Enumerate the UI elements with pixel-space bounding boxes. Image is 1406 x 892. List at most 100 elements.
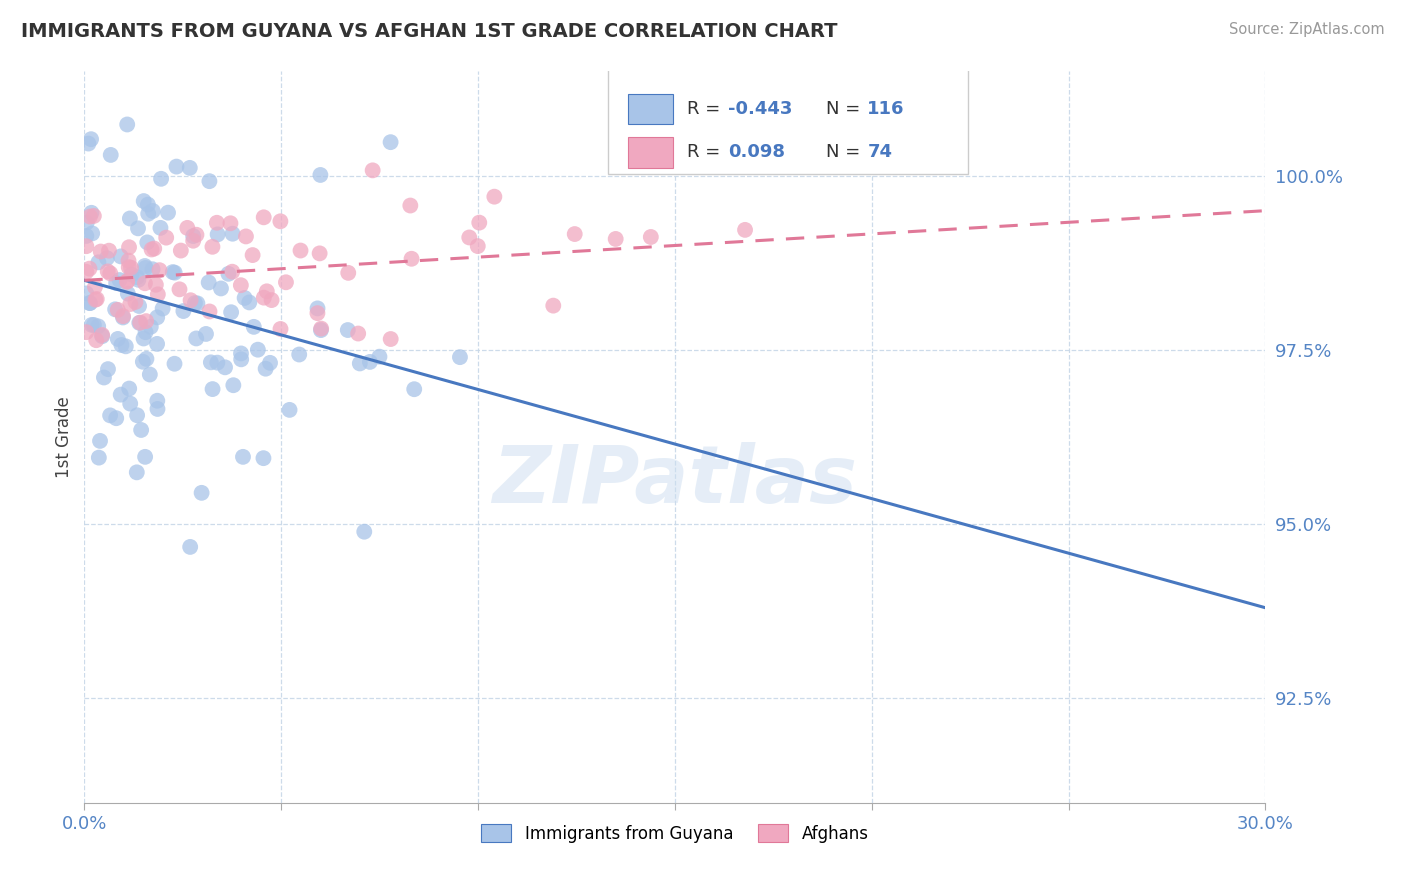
Point xyxy=(307,306,329,320)
Point xyxy=(605,232,627,246)
Point xyxy=(217,267,239,281)
Point xyxy=(399,198,422,212)
Point xyxy=(127,270,149,285)
Point xyxy=(135,314,157,328)
Point xyxy=(179,540,201,554)
Point xyxy=(169,282,191,296)
Point xyxy=(136,235,159,250)
Point xyxy=(129,423,152,437)
Point xyxy=(110,338,132,352)
Point xyxy=(86,292,108,306)
Point xyxy=(135,260,157,275)
Point xyxy=(118,260,141,275)
Point xyxy=(134,450,156,464)
Point xyxy=(449,350,471,364)
Point xyxy=(136,197,159,211)
Point xyxy=(84,293,107,307)
Point xyxy=(229,278,252,293)
Point xyxy=(155,230,177,244)
Point xyxy=(75,325,97,339)
Point xyxy=(124,295,146,310)
Point xyxy=(162,265,184,279)
Point xyxy=(108,273,131,287)
Point xyxy=(231,352,253,367)
Point xyxy=(180,293,202,308)
Text: 116: 116 xyxy=(868,100,905,118)
Point xyxy=(157,205,180,219)
Point xyxy=(288,347,311,361)
Point xyxy=(98,266,121,280)
Point xyxy=(404,382,426,396)
Point xyxy=(640,230,662,244)
Text: N =: N = xyxy=(827,144,866,161)
Text: R =: R = xyxy=(686,100,725,118)
Point xyxy=(120,297,142,311)
Point xyxy=(219,305,242,319)
Point xyxy=(143,242,166,256)
Point xyxy=(468,216,491,230)
Point xyxy=(380,332,402,346)
Point xyxy=(233,291,256,305)
Point xyxy=(90,244,112,259)
Point xyxy=(242,248,264,262)
Point xyxy=(89,434,111,448)
Point xyxy=(172,304,194,318)
Point xyxy=(121,268,143,282)
Point xyxy=(219,216,242,230)
Point xyxy=(146,337,169,351)
Point xyxy=(309,323,332,337)
Point xyxy=(256,285,278,299)
Point xyxy=(82,227,104,241)
Point xyxy=(148,263,170,277)
Text: -0.443: -0.443 xyxy=(728,100,793,118)
Point xyxy=(564,227,586,241)
Point xyxy=(401,252,423,266)
Point xyxy=(307,301,329,316)
Point xyxy=(125,466,148,480)
Text: 74: 74 xyxy=(868,144,893,161)
Point xyxy=(100,148,122,162)
Point xyxy=(134,277,156,291)
Point xyxy=(107,332,129,346)
Point xyxy=(80,318,103,332)
Point xyxy=(274,275,297,289)
Text: 0.098: 0.098 xyxy=(728,144,785,161)
Point xyxy=(141,243,163,257)
Point xyxy=(107,302,129,317)
Point xyxy=(80,132,103,146)
Point xyxy=(127,273,149,287)
Point xyxy=(142,262,165,277)
Point xyxy=(75,286,97,301)
Point xyxy=(135,351,157,366)
Point xyxy=(186,227,208,242)
Point xyxy=(145,277,167,292)
Point xyxy=(734,223,756,237)
Point xyxy=(235,229,257,244)
Point xyxy=(380,135,402,149)
Point xyxy=(114,339,136,353)
Point xyxy=(77,136,100,151)
Text: R =: R = xyxy=(686,144,725,161)
Point xyxy=(75,239,97,253)
Point xyxy=(146,401,169,416)
Point xyxy=(110,249,132,263)
Point xyxy=(149,220,172,235)
Point xyxy=(136,207,159,221)
Text: Source: ZipAtlas.com: Source: ZipAtlas.com xyxy=(1229,22,1385,37)
Point xyxy=(232,450,254,464)
Point xyxy=(221,265,243,279)
Point xyxy=(142,204,165,219)
Point xyxy=(132,194,155,208)
Point xyxy=(98,409,121,423)
Point xyxy=(128,299,150,313)
Point xyxy=(134,259,156,273)
Point xyxy=(93,370,115,384)
Point xyxy=(543,299,565,313)
Point xyxy=(359,355,381,369)
Point xyxy=(207,227,229,242)
Point xyxy=(195,326,218,341)
Point xyxy=(97,264,120,278)
Point xyxy=(269,214,291,228)
Point xyxy=(309,321,332,335)
Point xyxy=(201,382,224,396)
